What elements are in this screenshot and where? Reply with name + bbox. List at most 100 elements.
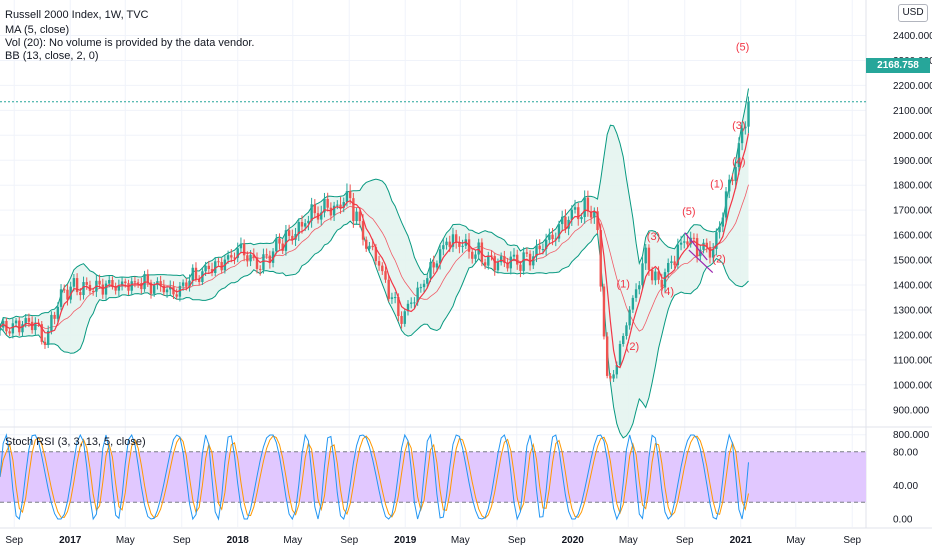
candle-body — [438, 249, 442, 264]
candle-body — [461, 245, 464, 247]
currency-button[interactable]: USD — [898, 4, 928, 22]
candle-body — [747, 101, 750, 127]
candle-body — [551, 234, 554, 240]
candle-body — [140, 283, 143, 290]
candle-body — [169, 286, 172, 290]
price-axis-label: 1000.000 — [893, 380, 932, 391]
candle-body — [413, 302, 416, 304]
candle-body — [560, 216, 564, 225]
candle-body — [519, 264, 522, 271]
candle-body — [509, 256, 512, 269]
candle-body — [705, 242, 708, 247]
wave-label: (5) — [736, 41, 749, 53]
candle-body — [708, 246, 712, 258]
candle-body — [79, 292, 82, 296]
candle-body — [538, 245, 541, 250]
candle-body — [91, 290, 95, 292]
candle-body — [483, 262, 487, 266]
candle-body — [686, 241, 689, 245]
price-axis-label: 1500.000 — [893, 256, 932, 267]
candle-body — [454, 234, 458, 243]
price-axis-label: 800.000 — [893, 430, 930, 441]
candle-body — [374, 247, 378, 262]
candle-body — [355, 211, 358, 222]
candle-body — [371, 245, 374, 248]
candle-body — [345, 191, 349, 203]
channel-line — [684, 232, 708, 261]
candle-body — [242, 243, 246, 256]
candle-body — [602, 286, 606, 337]
candle-body — [310, 204, 313, 221]
time-axis-label: May — [283, 535, 302, 546]
wave-labels: (1) (2) (3) (4) (5) (1) (2) (3) (4) (5) — [616, 41, 749, 352]
candle-body — [448, 241, 451, 247]
wave-label: (2) — [626, 341, 639, 353]
candle-body — [246, 255, 249, 262]
price-axis-label: 1200.000 — [893, 330, 932, 341]
time-axis-label: Sep — [508, 535, 526, 546]
candle-body — [284, 230, 288, 251]
candle-body — [667, 262, 670, 273]
candle-body — [130, 281, 133, 291]
candle-body — [522, 252, 525, 271]
candle-body — [718, 226, 721, 233]
candle-body — [734, 167, 737, 182]
candle-body — [268, 255, 272, 263]
candle-body — [108, 280, 111, 284]
wave-label: (1) — [710, 179, 723, 191]
candle-body — [673, 261, 676, 266]
candle-body — [34, 322, 37, 331]
candle-body — [336, 204, 339, 206]
candle-body — [586, 197, 590, 212]
candle-body — [287, 230, 291, 236]
candle-body — [679, 242, 683, 245]
candle-body — [605, 336, 609, 376]
candle-body — [323, 198, 326, 213]
candle-body — [683, 241, 686, 243]
bb-upper-line — [0, 88, 749, 328]
price-axis-label: 1900.000 — [893, 156, 932, 167]
candle-body — [599, 230, 602, 287]
candle-body — [403, 311, 406, 324]
candle-body — [474, 254, 477, 259]
candle-body — [596, 211, 599, 231]
time-axis-label: May — [619, 535, 638, 546]
candle-body — [622, 335, 625, 345]
candle-body — [136, 282, 140, 284]
candle-body — [85, 282, 88, 285]
candle-body — [275, 238, 278, 252]
candle-body — [297, 222, 300, 234]
candle-body — [728, 179, 731, 192]
price-axis-label: 2000.000 — [893, 131, 932, 142]
stoch-k-line — [0, 433, 749, 521]
time-axis: Sep 2017 May Sep 2018 May Sep 2019 May Sep 2020 May… — [5, 535, 861, 546]
candle-body — [647, 247, 651, 270]
time-axis-label: May — [116, 535, 135, 546]
price-axis-label: 2200.000 — [893, 81, 932, 92]
candle-body — [564, 216, 567, 229]
candle-body — [361, 221, 365, 240]
candle-body — [66, 289, 69, 300]
candle-body — [644, 247, 647, 264]
candle-body — [426, 278, 429, 284]
candle-body — [358, 211, 362, 222]
candle-body — [451, 234, 455, 247]
candle-body — [104, 283, 108, 295]
candle-body — [397, 297, 400, 316]
candle-body — [416, 287, 419, 303]
price-axis-label: 1600.000 — [893, 231, 932, 242]
candle-body — [390, 297, 394, 299]
candle-body — [175, 294, 178, 297]
candle-body — [159, 281, 162, 286]
candle-body — [641, 263, 644, 286]
candle-body — [368, 245, 371, 249]
wave-label: (2) — [712, 254, 725, 266]
candle-body — [307, 220, 310, 224]
candle-body — [98, 280, 101, 285]
candle-body — [226, 255, 230, 260]
candle-body — [352, 198, 355, 222]
candle-body — [516, 254, 519, 265]
candle-body — [711, 248, 715, 258]
candle-body — [628, 309, 631, 326]
